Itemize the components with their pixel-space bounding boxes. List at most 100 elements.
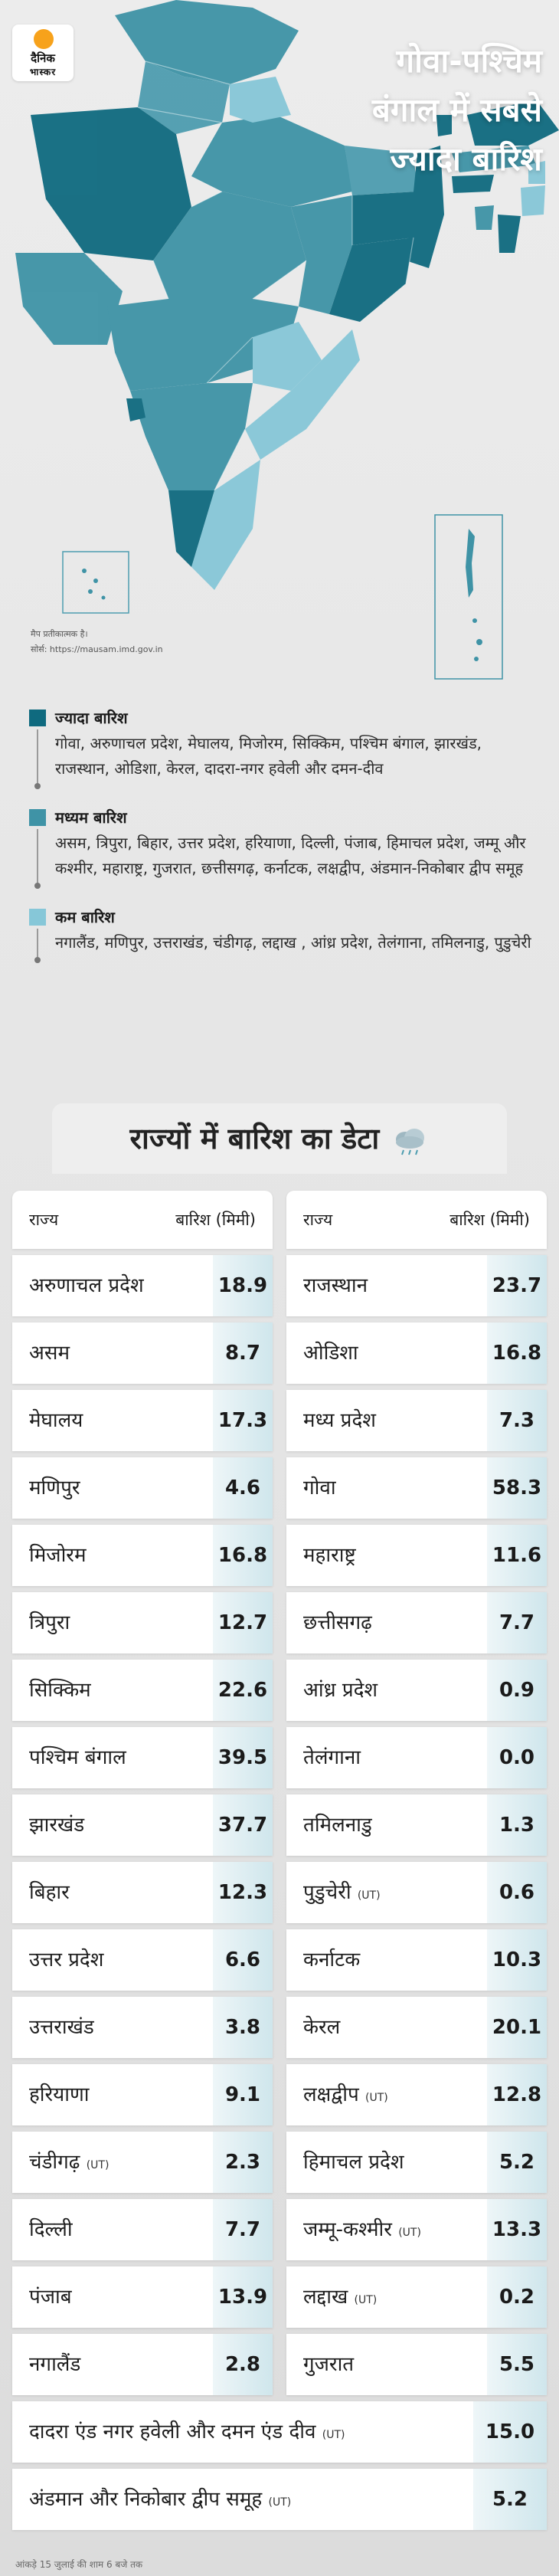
state-label: केरल xyxy=(303,2016,341,2039)
state-name: लद्दाख (UT) xyxy=(303,2266,377,2331)
rainfall-table-section: राज्यों में बारिश का डेटा राज्य बारिश (म… xyxy=(6,1103,553,2544)
region-meghalaya xyxy=(452,175,494,193)
table-row: छत्तीसगढ़ 7.7 xyxy=(286,1592,547,1653)
state-label: हिमाचल प्रदेश xyxy=(303,2151,404,2174)
rainfall-value: 15.0 xyxy=(473,2401,547,2463)
table-row: मणिपुर 4.6 xyxy=(12,1457,273,1519)
table-row: असम 8.7 xyxy=(12,1322,273,1384)
ut-tag: (UT) xyxy=(268,2496,292,2509)
state-label: लक्षद्वीप xyxy=(303,2083,359,2106)
state-name: छत्तीसगढ़ xyxy=(303,1592,372,1653)
region-andhra xyxy=(245,329,360,460)
state-label: लद्दाख xyxy=(303,2286,348,2309)
header-rainfall: बारिश (मिमी) xyxy=(175,1211,256,1229)
rainfall-value: 13.3 xyxy=(487,2199,547,2260)
state-name: मेघालय xyxy=(29,1390,83,1451)
table-header: राज्य बारिश (मिमी) xyxy=(286,1191,547,1249)
region-maharashtra xyxy=(107,299,299,391)
state-label: मध्य प्रदेश xyxy=(303,1409,376,1432)
swatch-high xyxy=(29,710,46,726)
region-north xyxy=(115,0,299,84)
region-assam xyxy=(452,146,536,172)
table-title-text: राज्यों में बारिश का डेटा xyxy=(129,1122,380,1155)
lakshadweep-inset xyxy=(62,551,129,614)
page-headline: गोवा-पश्चिम बंगाल में सबसे ज्यादा बारिश xyxy=(221,37,542,184)
state-label: हरियाणा xyxy=(29,2083,90,2106)
state-name: हिमाचल प्रदेश xyxy=(303,2132,404,2193)
table-row: गोवा 58.3 xyxy=(286,1457,547,1519)
legend-high: ज्यादा बारिश गोवा, अरुणाचल प्रदेश, मेघाल… xyxy=(29,705,534,789)
table-row: मेघालय 17.3 xyxy=(12,1390,273,1451)
region-tripura xyxy=(475,205,494,230)
region-wb xyxy=(406,146,444,268)
logo-line2: भास्कर xyxy=(29,67,57,77)
legend-connector xyxy=(37,729,38,786)
state-label: उत्तराखंड xyxy=(29,2016,94,2039)
state-label: चंडीगढ़ xyxy=(29,2151,80,2174)
table-row: त्रिपुरा 12.7 xyxy=(12,1592,273,1653)
state-name: दादरा एंड नगर हवेली और दमन एंड दीव (UT) xyxy=(29,2401,345,2466)
region-gujarat xyxy=(15,253,123,345)
table-row: महाराष्ट्र 11.6 xyxy=(286,1525,547,1586)
table-row: दादरा एंड नगर हवेली और दमन एंड दीव (UT) 1… xyxy=(12,2401,547,2463)
rainfall-value: 12.7 xyxy=(213,1592,273,1653)
ut-tag: (UT) xyxy=(86,2159,110,2171)
table-row: चंडीगढ़ (UT) 2.3 xyxy=(12,2132,273,2193)
state-name: जम्मू-कश्मीर (UT) xyxy=(303,2199,421,2263)
table-row: दिल्ली 7.7 xyxy=(12,2199,273,2260)
rainfall-value: 12.3 xyxy=(213,1862,273,1923)
rainfall-value: 7.3 xyxy=(487,1390,547,1451)
legend-connector xyxy=(37,929,38,960)
rainfall-value: 8.7 xyxy=(213,1322,273,1384)
region-sikkim xyxy=(436,115,452,136)
header-rainfall: बारिश (मिमी) xyxy=(449,1211,530,1229)
table-row: हिमाचल प्रदेश 5.2 xyxy=(286,2132,547,2193)
state-label: मेघालय xyxy=(29,1409,83,1432)
state-label: नगालैंड xyxy=(29,2353,81,2376)
region-chhattisgarh xyxy=(291,195,352,314)
state-name: बिहार xyxy=(29,1862,70,1923)
legend-text: गोवा, अरुणाचल प्रदेश, मेघालय, मिजोरम, सि… xyxy=(55,734,482,778)
state-label: पुडुचेरी xyxy=(303,1881,351,1904)
table-row: सिक्किम 22.6 xyxy=(12,1660,273,1721)
header-state: राज्य xyxy=(303,1211,333,1229)
state-label: अंडमान और निकोबार द्वीप समूह xyxy=(29,2488,263,2511)
map-section: दैनिक भास्कर गोवा-पश्चिम बंगाल में सबसे … xyxy=(0,0,559,682)
rainfall-value: 10.3 xyxy=(487,1929,547,1991)
table-left-column: राज्य बारिश (मिमी) अरुणाचल प्रदेश 18.9 असम… xyxy=(12,1191,273,2395)
state-name: उत्तर प्रदेश xyxy=(29,1929,103,1991)
table-row: झारखंड 37.7 xyxy=(12,1794,273,1856)
state-label: महाराष्ट्र xyxy=(303,1544,356,1567)
state-label: पंजाब xyxy=(29,2286,72,2309)
rainfall-value: 39.5 xyxy=(213,1727,273,1788)
table-row: उत्तर प्रदेश 6.6 xyxy=(12,1929,273,1991)
table-row: आंध्र प्रदेश 0.9 xyxy=(286,1660,547,1721)
table-row: पंजाब 13.9 xyxy=(12,2266,273,2328)
region-arunachal xyxy=(467,100,559,146)
legend-dot xyxy=(34,883,41,889)
rainfall-value: 7.7 xyxy=(487,1592,547,1653)
state-label: कर्नाटक xyxy=(303,1948,361,1971)
state-label: झारखंड xyxy=(29,1814,85,1837)
table-row: पश्चिम बंगाल 39.5 xyxy=(12,1727,273,1788)
rainfall-value: 6.6 xyxy=(213,1929,273,1991)
state-name: असम xyxy=(29,1322,70,1384)
state-label: असम xyxy=(29,1342,70,1365)
headline-line2: बंगाल में सबसे xyxy=(371,91,542,129)
legend-text: नगालैंड, मणिपुर, उत्तराखंड, चंडीगढ़, लद्… xyxy=(55,933,531,952)
rainfall-value: 7.7 xyxy=(213,2199,273,2260)
table-row: राजस्थान 23.7 xyxy=(286,1255,547,1316)
table-row: अंडमान और निकोबार द्वीप समूह (UT) 5.2 xyxy=(12,2469,547,2530)
state-name: आंध्र प्रदेश xyxy=(303,1660,378,1721)
state-label: जम्मू-कश्मीर xyxy=(303,2218,392,2241)
state-name: गोवा xyxy=(303,1457,336,1519)
state-label: ओडिशा xyxy=(303,1342,358,1365)
state-name: केरल xyxy=(303,1997,340,2058)
state-name: सिक्किम xyxy=(29,1660,91,1721)
map-disclaimer: मैप प्रतीकात्मक है। xyxy=(31,629,88,639)
state-label: सिक्किम xyxy=(29,1679,91,1702)
rainfall-value: 4.6 xyxy=(213,1457,273,1519)
table-row: जम्मू-कश्मीर (UT) 13.3 xyxy=(286,2199,547,2260)
state-name: मिजोरम xyxy=(29,1525,87,1586)
legend: ज्यादा बारिश गोवा, अरुणाचल प्रदेश, मेघाल… xyxy=(29,705,534,978)
